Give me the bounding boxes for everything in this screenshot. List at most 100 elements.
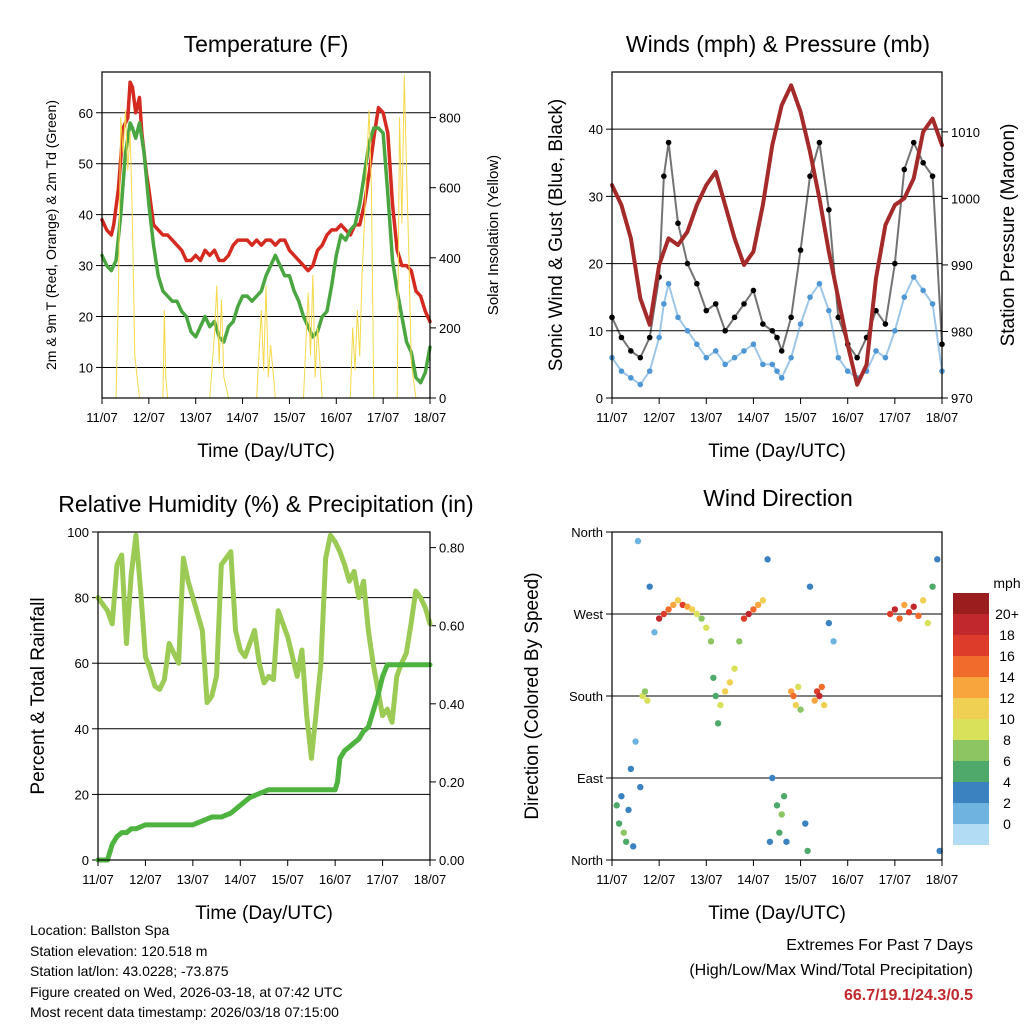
x-tick-label: 18/07 [926, 410, 959, 425]
colorbar-swatch [953, 698, 989, 719]
direction-point [712, 692, 719, 700]
x-tick-label: 17/07 [879, 410, 912, 425]
direction-point [795, 683, 802, 691]
direction-point [816, 692, 823, 700]
direction-point [665, 606, 672, 613]
colorbar-swatch [953, 782, 989, 803]
plot-frame [97, 531, 431, 861]
y2-tick-label: 800 [439, 111, 461, 126]
y2-tick-label: 0.20 [439, 775, 464, 790]
y-axis-label: Direction (Colored By Speed) [522, 572, 543, 819]
x-tick-label: 17/07 [367, 410, 400, 425]
direction-point [651, 629, 658, 636]
colorbar-swatch [953, 614, 989, 635]
direction-point [773, 802, 781, 809]
direction-point [710, 674, 717, 681]
colorbar-swatch [953, 803, 989, 824]
x-tick-label: 11/07 [82, 872, 114, 887]
direction-point [717, 701, 724, 709]
y2-tick-label: 400 [439, 251, 461, 266]
x-tick-label: 16/07 [320, 410, 353, 425]
recent-timestamp-text: Most recent data timestamp: 2026/03/18 0… [30, 1004, 339, 1020]
direction-point [896, 615, 903, 622]
x-tick-label: 12/07 [129, 872, 162, 887]
y2-tick-label: 970 [951, 391, 973, 406]
elevation-text: Station elevation: 120.518 m [30, 942, 208, 959]
y-axis-label: 2m & 9m T (Red, Orange) & 2m Td (Green) [43, 100, 59, 370]
direction-point [641, 688, 649, 695]
x-tick-label: 14/07 [226, 410, 259, 425]
colorbar-swatch [953, 677, 989, 698]
y-tick-label: East [577, 771, 603, 786]
x-tick-label: 14/07 [224, 872, 257, 887]
x-tick-label: 16/07 [831, 410, 864, 425]
plot-frame [611, 531, 943, 861]
colorbar-label: 14 [999, 669, 1015, 685]
y-tick-label: North [571, 525, 603, 540]
y2-tick-label: 980 [951, 324, 973, 339]
direction-point [637, 783, 644, 791]
y2-tick-label: 1010 [951, 125, 980, 140]
extremes-title: Extremes For Past 7 Days [786, 937, 973, 954]
direction-point [644, 697, 651, 704]
series-line-2m-td [100, 121, 432, 385]
x-axis-label: Time (Day/UTC) [195, 903, 333, 924]
direction-point [806, 583, 814, 590]
colorbar-swatch [953, 656, 989, 677]
y-tick-label: 40 [79, 208, 93, 223]
direction-point [802, 820, 809, 827]
y-tick-label: 20 [75, 787, 89, 802]
series-line-sonic-wind [611, 275, 943, 386]
direction-point [714, 720, 722, 727]
y2-tick-label: 600 [439, 181, 461, 196]
y-tick-label: 0 [82, 853, 89, 868]
direction-point [811, 697, 818, 704]
x-tick-label: 16/07 [319, 872, 352, 887]
direction-point [929, 583, 936, 590]
series-line-station-pressure [610, 83, 944, 387]
direction-point [731, 665, 738, 672]
x-tick-label: 15/07 [273, 410, 306, 425]
x-tick-label: 12/07 [133, 410, 166, 425]
direction-point [905, 608, 913, 616]
direction-point [736, 638, 743, 645]
colorbar-swatch [953, 593, 989, 614]
direction-point [634, 537, 642, 545]
x-tick-label: 12/07 [643, 410, 676, 425]
colorbar-label: 2 [1003, 795, 1011, 811]
colorbar-swatch [953, 824, 989, 845]
x-tick-label: 16/07 [831, 872, 864, 887]
direction-point [622, 838, 630, 845]
direction-point [790, 692, 797, 700]
panel-title-2: Relative Humidity (%) & Precipitation (i… [58, 491, 473, 517]
panel-title-3: Wind Direction [703, 485, 853, 511]
x-axis-label: Time (Day/UTC) [708, 441, 846, 462]
direction-point [769, 774, 776, 782]
direction-point [820, 701, 828, 709]
x-axis-label: Time (Day/UTC) [708, 903, 846, 924]
direction-point [891, 606, 899, 613]
y2-tick-label: 1000 [951, 191, 980, 206]
direction-point [825, 619, 833, 627]
x-tick-label: 17/07 [366, 872, 399, 887]
x-tick-label: 13/07 [690, 410, 723, 425]
y-tick-label: 80 [75, 591, 89, 606]
y-tick-label: 40 [589, 122, 603, 137]
direction-point [632, 738, 639, 745]
x-axis-label: Time (Day/UTC) [197, 441, 335, 462]
y-tick-label: 30 [79, 259, 93, 274]
direction-point [830, 638, 837, 645]
direction-point [625, 806, 632, 814]
direction-point [740, 615, 748, 622]
direction-point [776, 829, 783, 836]
y2-tick-label: 0.00 [439, 853, 464, 868]
colorbar-label: 16 [999, 648, 1015, 664]
colorbar-label: 20+ [995, 606, 1019, 622]
direction-point [797, 706, 804, 713]
colorbar-swatch [953, 740, 989, 761]
y2-tick-label: 0.40 [439, 697, 464, 712]
direction-point [910, 603, 917, 610]
direction-point [703, 624, 710, 631]
direction-point [766, 838, 774, 845]
